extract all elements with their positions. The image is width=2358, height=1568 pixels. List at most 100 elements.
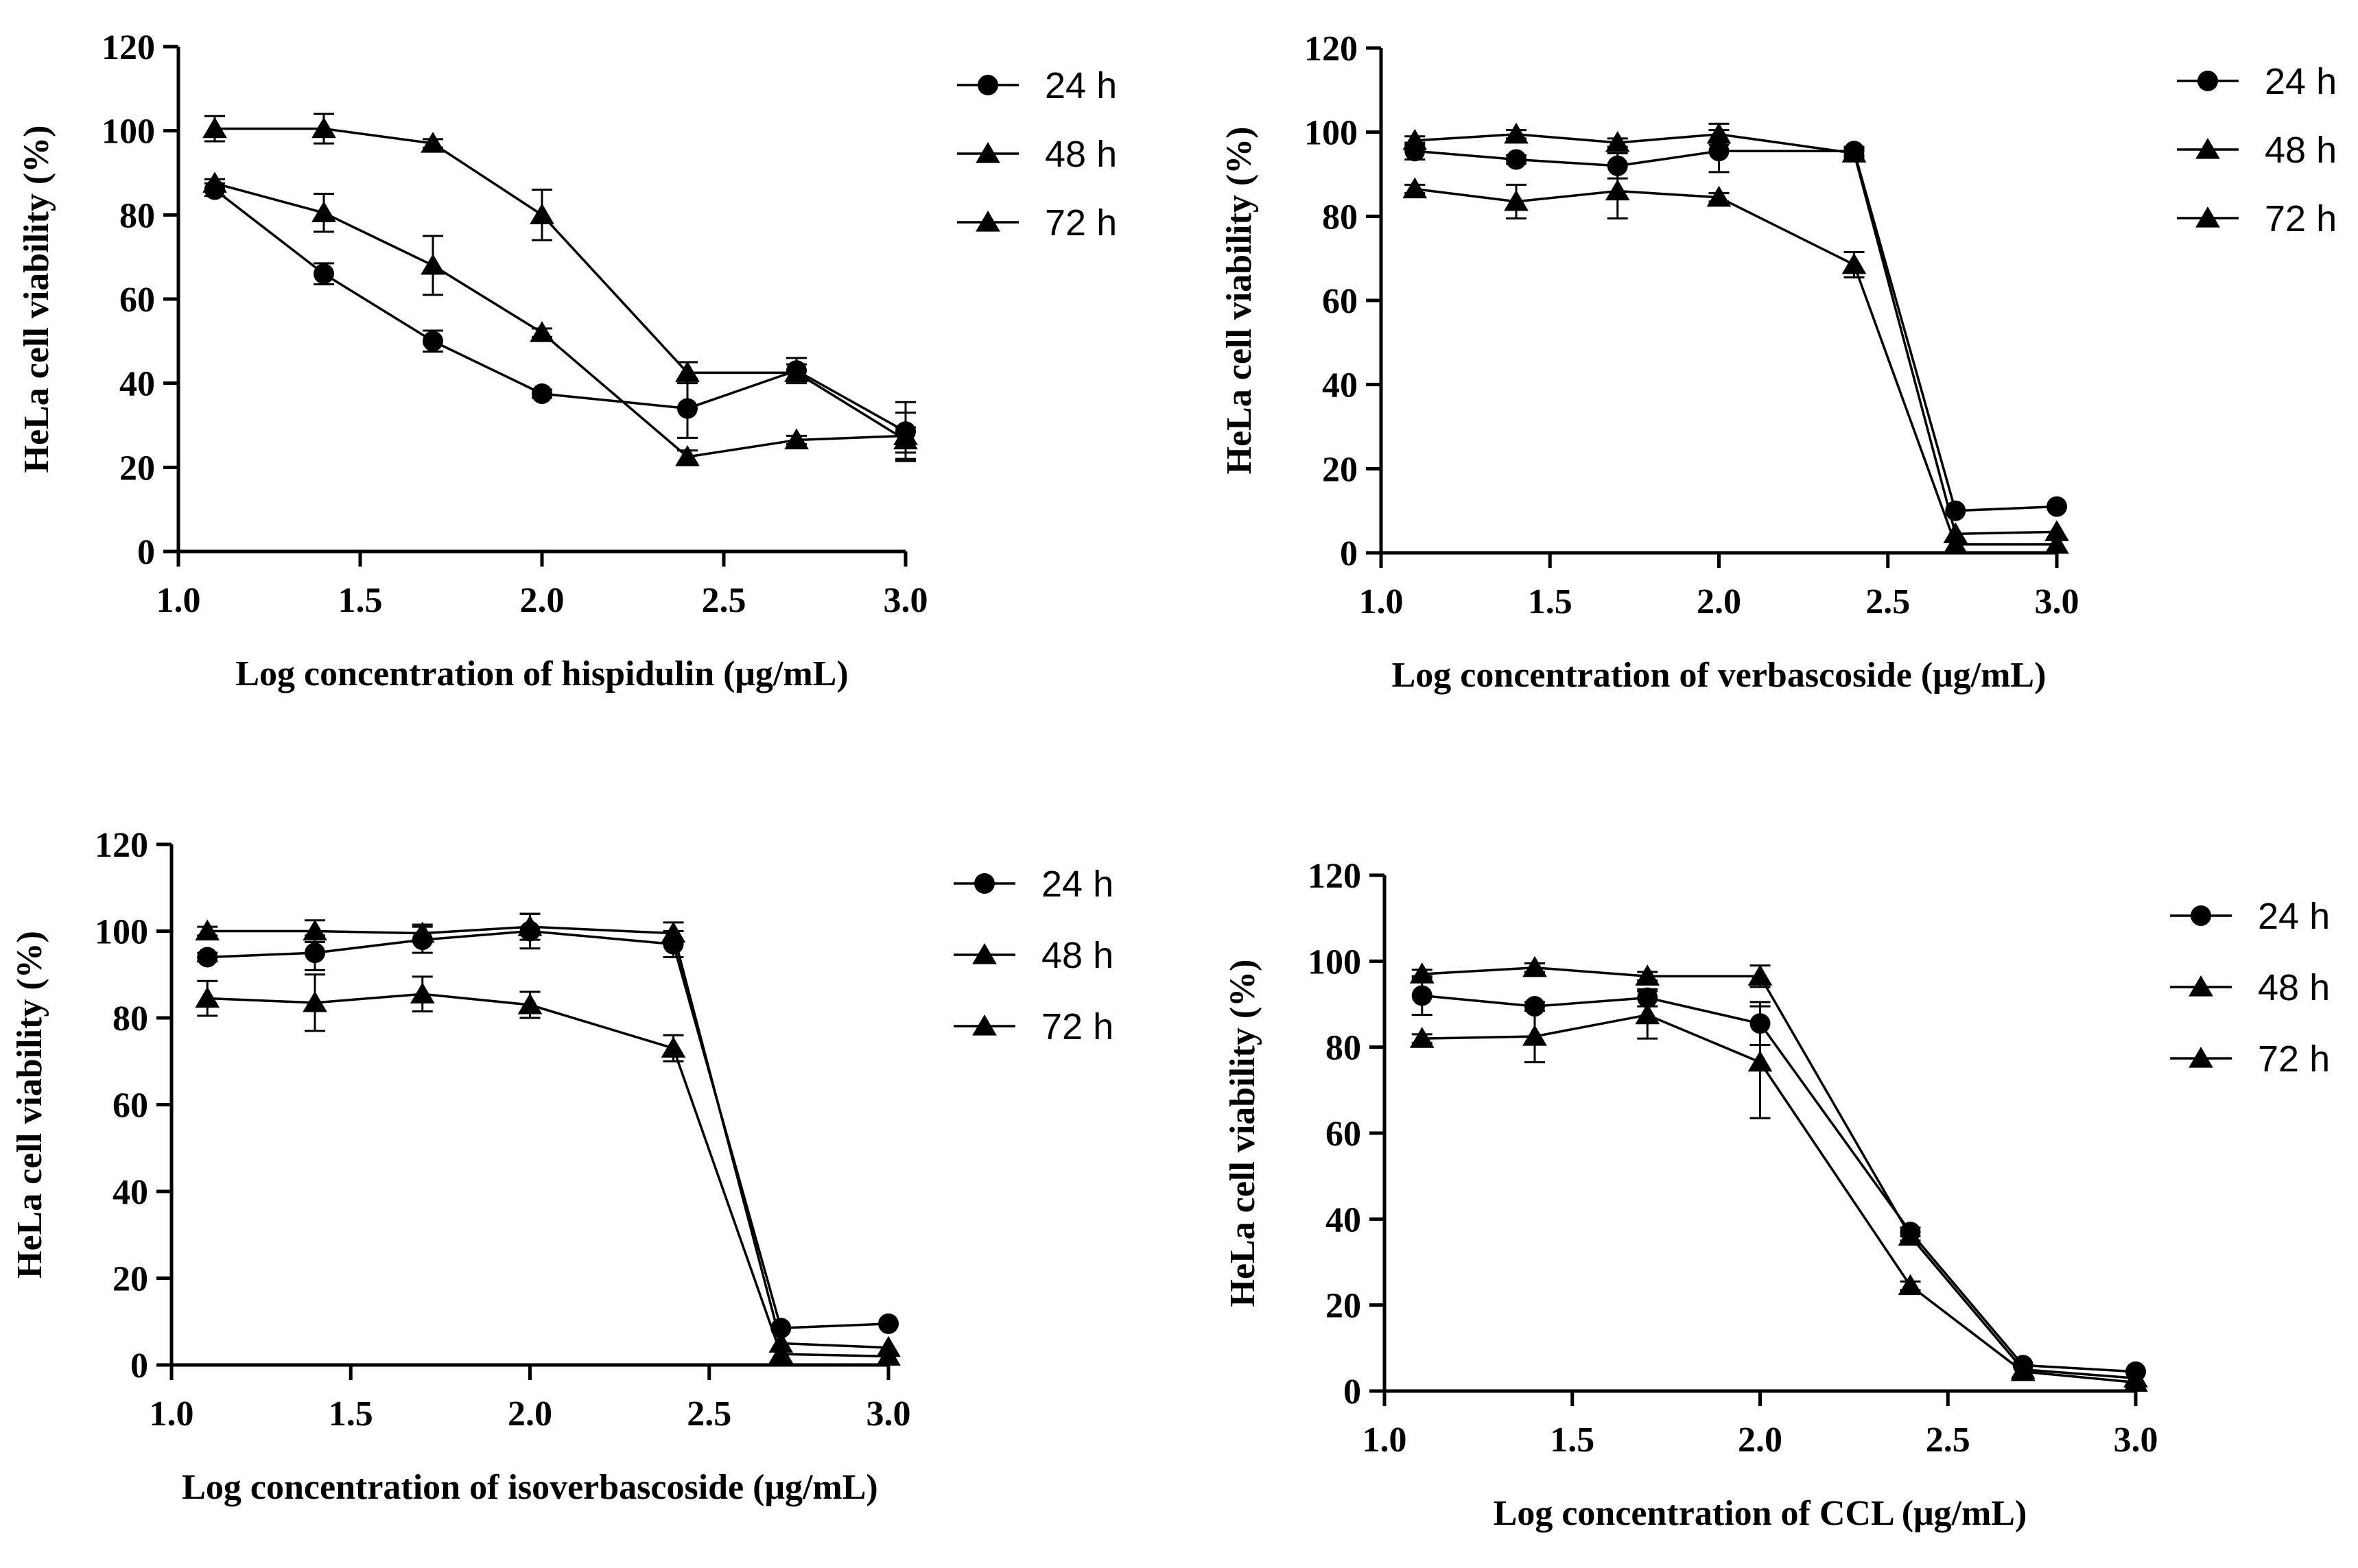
x-axis-title: Log concentration of isoverbascoside (μg… [182, 1468, 877, 1507]
chart-svg: 0 20 40 60 80 100 120 1.0 1.5 2.0 2.5 3.0 Log concen… [10, 826, 1113, 1507]
series-72h [1409, 990, 2148, 1392]
data-point [305, 942, 325, 964]
chart-svg: 0 20 40 60 80 100 120 1.0 1.5 2.0 2.5 3.0 Log concen… [1220, 29, 2337, 695]
y-tick-label: 20 [1322, 450, 1358, 489]
data-point [2047, 496, 2067, 517]
series-line [207, 929, 889, 1330]
chart-panel-hispidulin: 0 20 40 60 80 100 120 1.0 1.5 2.0 2.5 3.0 Log concen… [0, 0, 1179, 784]
legend-entry: 48 h [2170, 967, 2330, 1008]
data-point [530, 203, 554, 224]
series-line [213, 189, 906, 433]
data-point [675, 361, 700, 382]
y-tick-label: 40 [1322, 366, 1358, 405]
y-tick-label: 0 [130, 1346, 148, 1386]
data-point [876, 1344, 901, 1366]
data-point [677, 398, 698, 419]
data-point [2010, 1359, 2036, 1381]
x-tick-label: 1.5 [338, 581, 383, 620]
legend-marker [976, 142, 1000, 163]
series-48h [195, 912, 901, 1357]
series-48h [202, 112, 918, 454]
data-point [1409, 1027, 1435, 1048]
data-point [1841, 252, 1867, 274]
data-point [675, 445, 700, 466]
data-point [893, 424, 918, 445]
data-point [1522, 1025, 1547, 1046]
y-tick-label: 60 [1322, 282, 1358, 321]
legend-label: 72 h [1041, 1006, 1113, 1047]
y-tick-label: 120 [1308, 857, 1361, 896]
legend-label: 24 h [2265, 61, 2337, 102]
y-tick-label: 80 [119, 196, 155, 235]
legend-marker [2189, 975, 2213, 997]
y-tick-label: 40 [1325, 1200, 1361, 1239]
data-point [878, 1313, 899, 1334]
x-axis-title: Log concentration of verbascoside (μg/mL… [1392, 656, 2047, 695]
y-tick-label: 60 [119, 281, 155, 320]
y-tick-label: 0 [1340, 534, 1358, 573]
legend-label: 48 h [1045, 134, 1117, 175]
legend-label: 48 h [2258, 967, 2330, 1008]
series-24h [204, 179, 916, 462]
x-tick-label: 2.0 [1738, 1421, 1782, 1460]
data-point [768, 1331, 794, 1353]
data-point [768, 1342, 794, 1364]
legend-label: 48 h [1041, 935, 1113, 976]
chart-svg: 0 20 40 60 80 100 120 1.0 1.5 2.0 2.5 3.0 Log concen… [17, 28, 1117, 693]
y-tick-label: 120 [102, 28, 155, 67]
chart-panel-verbascoside: 0 20 40 60 80 100 120 1.0 1.5 2.0 2.5 3.0 Log concen… [1179, 0, 2357, 784]
y-axis-title: HeLa cell viability (%) [10, 931, 49, 1279]
data-point [423, 331, 443, 352]
series-line [1422, 966, 2136, 1379]
data-point [1506, 149, 1526, 170]
y-tick-label: 40 [113, 1173, 148, 1212]
series-line [1422, 1013, 2136, 1384]
series-line [1422, 994, 2136, 1373]
x-tick-label: 3.0 [2035, 582, 2079, 621]
chart-panel-ccl: 0 20 40 60 80 100 120 1.0 1.5 2.0 2.5 3.0 Log concen… [1179, 784, 2357, 1568]
y-tick-label: 100 [95, 913, 148, 952]
data-point [1841, 141, 1867, 163]
legend-marker [2197, 71, 2218, 91]
data-point [1605, 179, 1630, 201]
data-point [532, 383, 552, 404]
series-72h [1402, 163, 2069, 554]
data-point [311, 117, 336, 139]
data-point [1522, 955, 1547, 977]
series-line [207, 925, 889, 1349]
series-line [214, 182, 906, 458]
legend-label: 24 h [1041, 864, 1113, 905]
chart-svg: 0 20 40 60 80 100 120 1.0 1.5 2.0 2.5 3.0 Log concen… [1223, 857, 2330, 1533]
data-point [1943, 522, 1968, 543]
data-point [421, 132, 445, 153]
series-line [1415, 132, 2058, 536]
legend-label: 72 h [1045, 202, 1117, 243]
x-tick-label: 1.0 [150, 1394, 194, 1434]
data-point [1504, 122, 1529, 144]
x-tick-label: 3.0 [2114, 1421, 2158, 1460]
legend-entry: 24 h [954, 864, 1113, 905]
data-point [1409, 962, 1435, 984]
data-point [195, 986, 220, 1008]
y-tick-label: 20 [113, 1260, 148, 1299]
data-point [530, 321, 554, 342]
series-24h [197, 912, 899, 1339]
data-point [661, 921, 686, 943]
legend-entry: 72 h [957, 202, 1117, 243]
x-tick-label: 1.0 [156, 581, 201, 620]
data-point [784, 361, 809, 382]
legend-marker [2191, 905, 2211, 926]
legend-entry: 24 h [957, 65, 1117, 106]
legend-entry: 72 h [2177, 198, 2337, 239]
data-point [1898, 1274, 1923, 1296]
legend-label: 24 h [1045, 65, 1117, 106]
y-tick-label: 20 [119, 449, 155, 488]
y-tick-label: 20 [1325, 1287, 1361, 1326]
data-point [1402, 128, 1428, 150]
data-point [661, 1036, 686, 1058]
legend-label: 72 h [2258, 1038, 2330, 1080]
data-point [1747, 1050, 1773, 1072]
data-point [195, 919, 220, 941]
data-point [2123, 1370, 2148, 1392]
x-tick-label: 2.5 [1865, 582, 1910, 621]
